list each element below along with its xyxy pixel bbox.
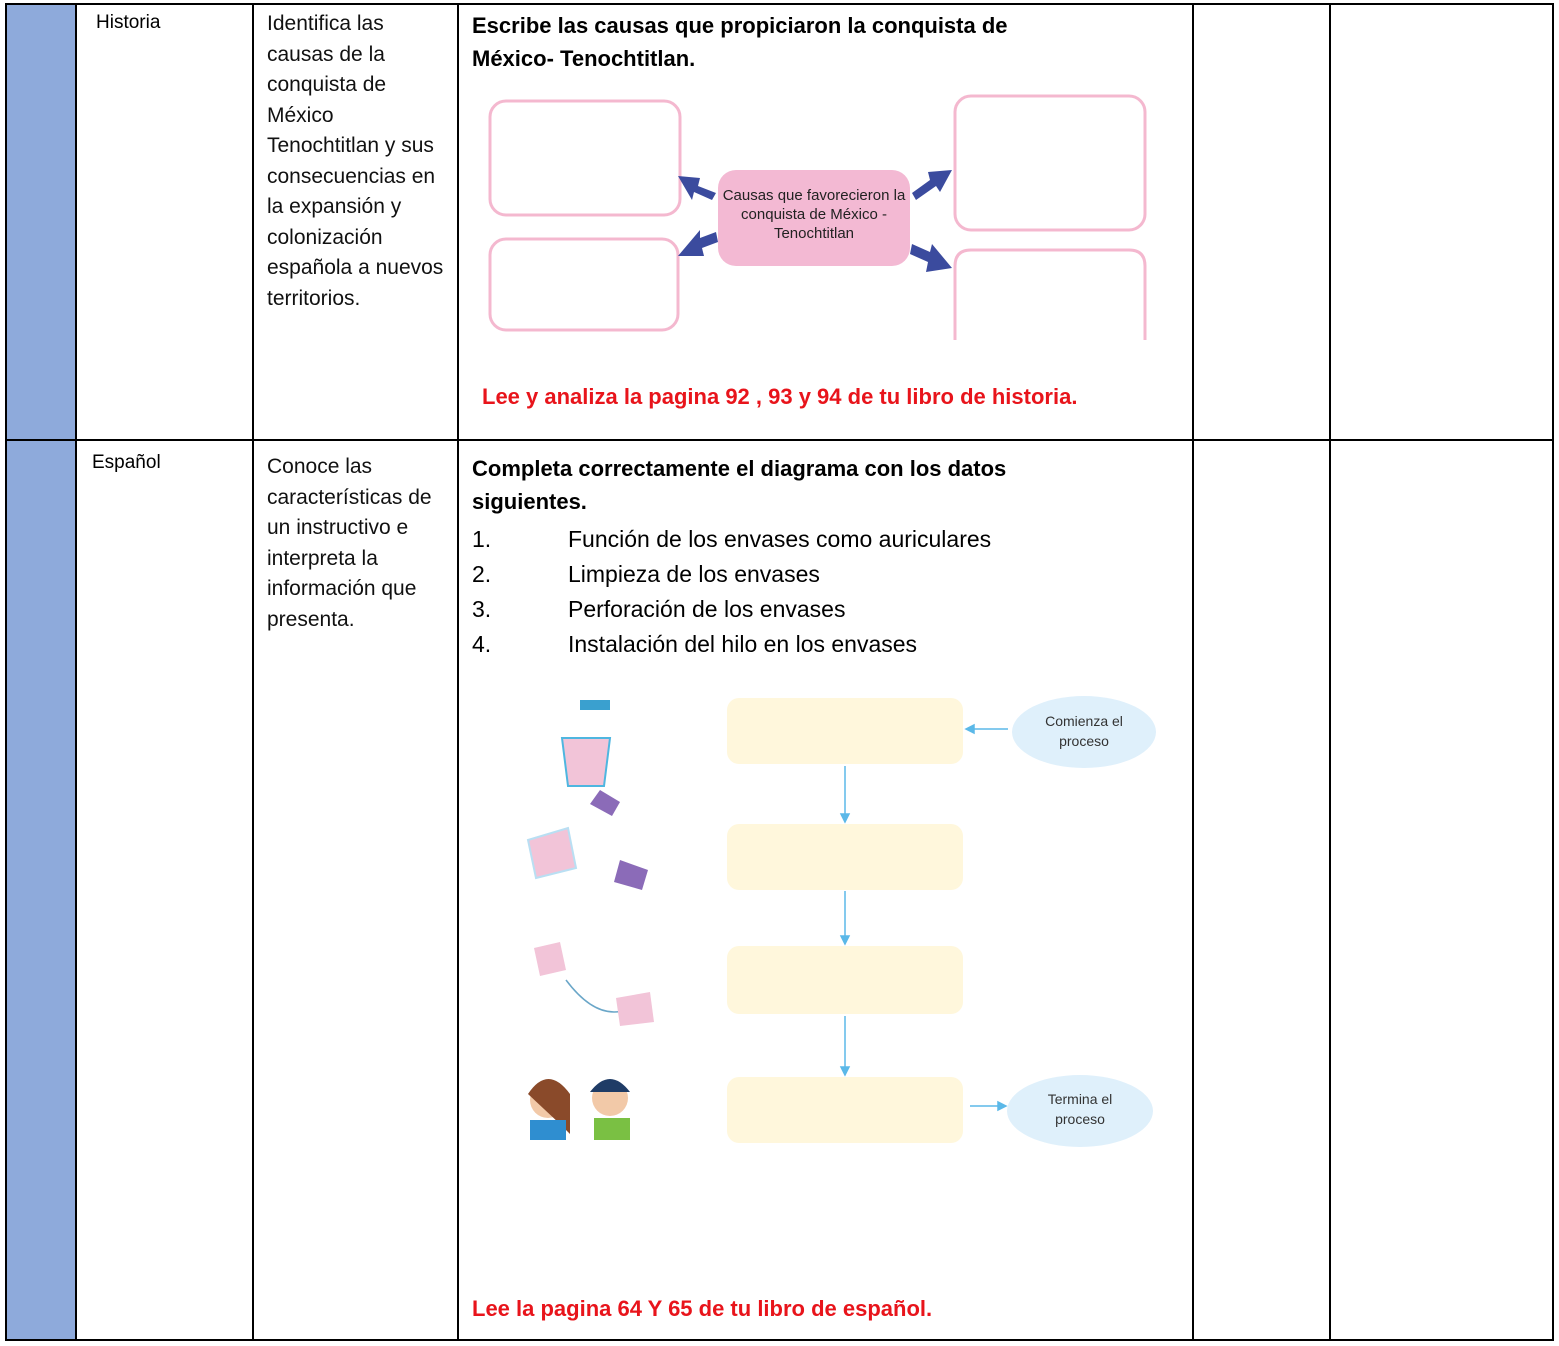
flow-boxes [727,698,963,1143]
item-text: Instalación del hilo en los envases [568,631,918,657]
list-item: 3. Perforación de los envases [472,592,991,627]
causes-diagram [488,94,1147,340]
illustrations [526,700,654,1140]
list-item: 4. Instalación del hilo en los envases [472,627,991,662]
grid-lines [5,3,1554,1341]
activity-title: Completa correctamente el diagrama con l… [472,456,1007,514]
item-number: 4. [472,631,492,657]
item-text: Limpieza de los envases [568,561,820,587]
activity-note: Lee y analiza la pagina 92 , 93 y 94 de … [482,384,1078,409]
diagram-center: Causas que favorecieron la conquista de … [722,187,906,242]
causes-arrows [678,170,952,272]
activity-note: Lee la pagina 64 Y 65 de tu libro de esp… [472,1296,933,1321]
item-text: Función de los envases como auriculares [568,526,992,552]
flow-start: Comienza el proceso [1045,713,1123,749]
subject: Historia [96,12,161,33]
activity-title: Escribe las causas que propiciaron la co… [472,13,1008,71]
color-column [6,4,76,1340]
flow-end: Termina el proceso [1047,1091,1113,1127]
flow-ellipses [1007,696,1156,1147]
item-number: 3. [472,596,492,622]
objective: Conoce las características de un instruc… [267,455,432,631]
subject: Español [92,452,161,473]
flow-arrows [839,723,1008,1112]
item-number: 1. [472,526,492,552]
list-item: 1. Función de los envases como auriculare… [472,522,991,557]
list-item: 2. Limpieza de los envases [472,557,991,592]
item-text: Perforación de los envases [568,596,846,622]
item-number: 2. [472,561,492,587]
item-list: 1. Función de los envases como auriculare… [472,522,991,662]
objective: Identifica las causas de la conquista de… [267,12,444,310]
